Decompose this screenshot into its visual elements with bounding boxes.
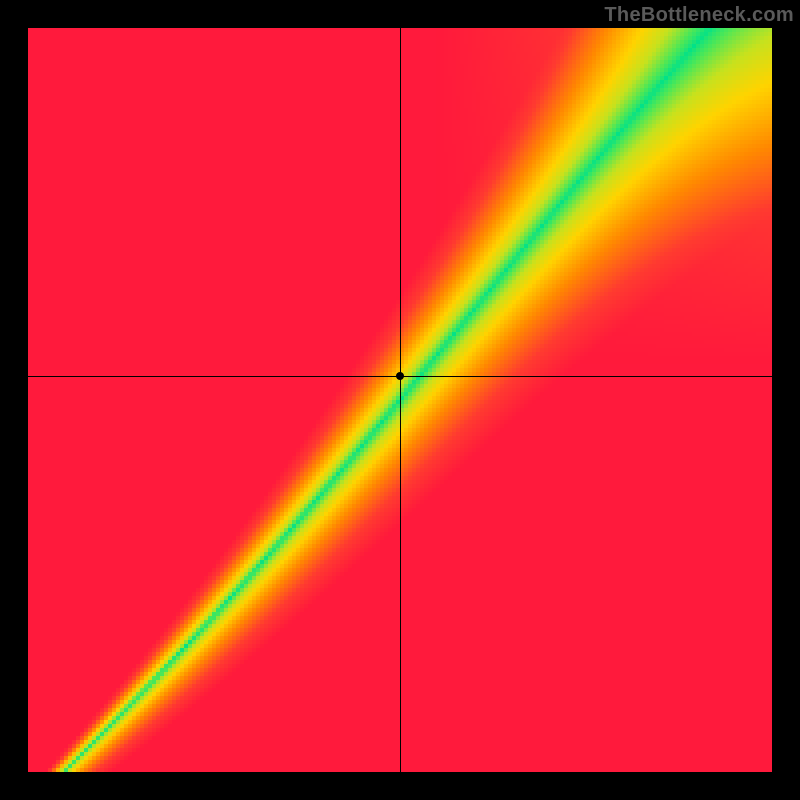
crosshair-vertical	[400, 28, 401, 772]
watermark-text: TheBottleneck.com	[604, 4, 794, 27]
outer-frame: TheBottleneck.com	[0, 0, 800, 800]
